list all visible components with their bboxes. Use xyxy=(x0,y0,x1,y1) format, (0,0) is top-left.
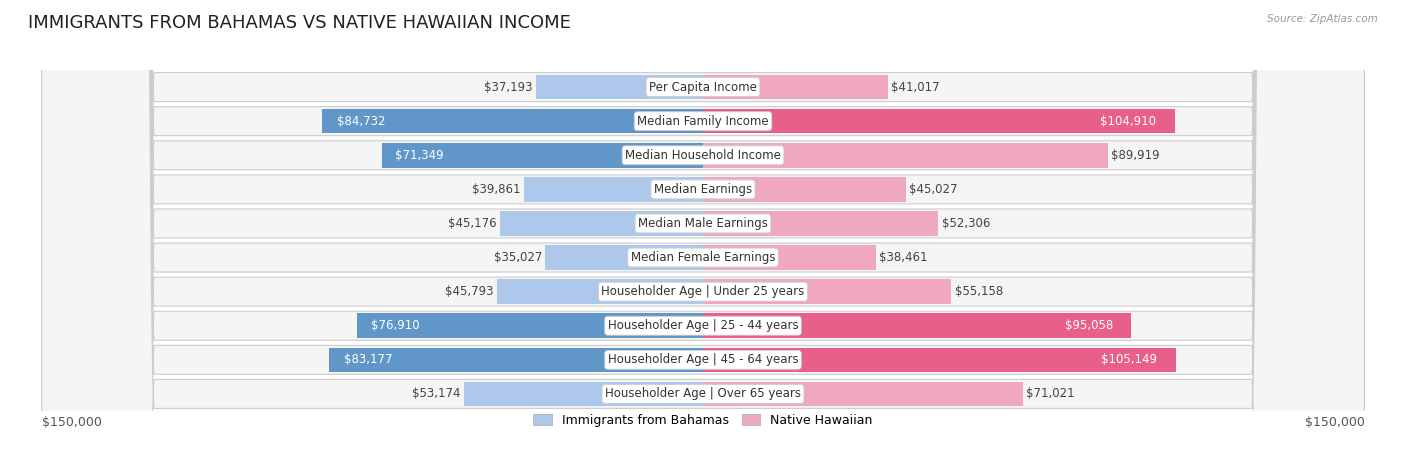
FancyBboxPatch shape xyxy=(42,0,1364,467)
FancyBboxPatch shape xyxy=(42,0,1364,467)
Bar xyxy=(499,211,703,236)
FancyBboxPatch shape xyxy=(42,0,1364,467)
Text: $55,158: $55,158 xyxy=(955,285,1002,298)
FancyBboxPatch shape xyxy=(42,0,1364,467)
FancyBboxPatch shape xyxy=(42,0,1364,467)
Bar xyxy=(357,313,703,338)
Legend: Immigrants from Bahamas, Native Hawaiian: Immigrants from Bahamas, Native Hawaiian xyxy=(529,409,877,432)
Bar xyxy=(322,109,703,134)
Text: Median Male Earnings: Median Male Earnings xyxy=(638,217,768,230)
Bar xyxy=(546,245,703,270)
Text: $150,000: $150,000 xyxy=(42,416,101,429)
Bar xyxy=(703,177,905,202)
Bar xyxy=(703,211,938,236)
Text: $45,027: $45,027 xyxy=(908,183,957,196)
Text: $84,732: $84,732 xyxy=(337,115,385,127)
Bar xyxy=(703,347,1175,372)
Bar xyxy=(523,177,703,202)
Bar xyxy=(703,382,1022,406)
Text: $71,349: $71,349 xyxy=(395,149,443,162)
FancyBboxPatch shape xyxy=(42,0,1364,467)
Text: $150,000: $150,000 xyxy=(1305,416,1364,429)
Text: Median Family Income: Median Family Income xyxy=(637,115,769,127)
Text: Per Capita Income: Per Capita Income xyxy=(650,81,756,93)
Text: $71,021: $71,021 xyxy=(1026,388,1074,400)
Text: IMMIGRANTS FROM BAHAMAS VS NATIVE HAWAIIAN INCOME: IMMIGRANTS FROM BAHAMAS VS NATIVE HAWAII… xyxy=(28,14,571,32)
Bar xyxy=(329,347,703,372)
Text: $89,919: $89,919 xyxy=(1111,149,1160,162)
Text: Householder Age | Over 65 years: Householder Age | Over 65 years xyxy=(605,388,801,400)
Text: Householder Age | 45 - 64 years: Householder Age | 45 - 64 years xyxy=(607,354,799,366)
Text: Median Household Income: Median Household Income xyxy=(626,149,780,162)
FancyBboxPatch shape xyxy=(42,0,1364,467)
Text: $41,017: $41,017 xyxy=(891,81,939,93)
Bar xyxy=(536,75,703,99)
Bar xyxy=(703,313,1130,338)
Bar xyxy=(496,279,703,304)
Text: Median Female Earnings: Median Female Earnings xyxy=(631,251,775,264)
Text: $104,910: $104,910 xyxy=(1099,115,1156,127)
Bar xyxy=(703,279,952,304)
Text: $37,193: $37,193 xyxy=(484,81,533,93)
Text: $83,177: $83,177 xyxy=(343,354,392,366)
Text: $53,174: $53,174 xyxy=(412,388,460,400)
Text: $45,176: $45,176 xyxy=(447,217,496,230)
FancyBboxPatch shape xyxy=(42,0,1364,467)
Text: $95,058: $95,058 xyxy=(1066,319,1114,332)
Text: $105,149: $105,149 xyxy=(1101,354,1157,366)
Text: $45,793: $45,793 xyxy=(446,285,494,298)
Text: $38,461: $38,461 xyxy=(879,251,928,264)
Text: $35,027: $35,027 xyxy=(494,251,543,264)
Bar xyxy=(703,109,1175,134)
Text: Source: ZipAtlas.com: Source: ZipAtlas.com xyxy=(1267,14,1378,24)
Text: Median Earnings: Median Earnings xyxy=(654,183,752,196)
Bar xyxy=(464,382,703,406)
Text: $76,910: $76,910 xyxy=(371,319,419,332)
Text: Householder Age | Under 25 years: Householder Age | Under 25 years xyxy=(602,285,804,298)
Text: $52,306: $52,306 xyxy=(942,217,990,230)
Bar xyxy=(382,143,703,168)
Bar xyxy=(703,75,887,99)
Bar xyxy=(703,143,1108,168)
Bar xyxy=(703,245,876,270)
Text: Householder Age | 25 - 44 years: Householder Age | 25 - 44 years xyxy=(607,319,799,332)
Text: $39,861: $39,861 xyxy=(472,183,520,196)
FancyBboxPatch shape xyxy=(42,0,1364,467)
FancyBboxPatch shape xyxy=(42,0,1364,467)
